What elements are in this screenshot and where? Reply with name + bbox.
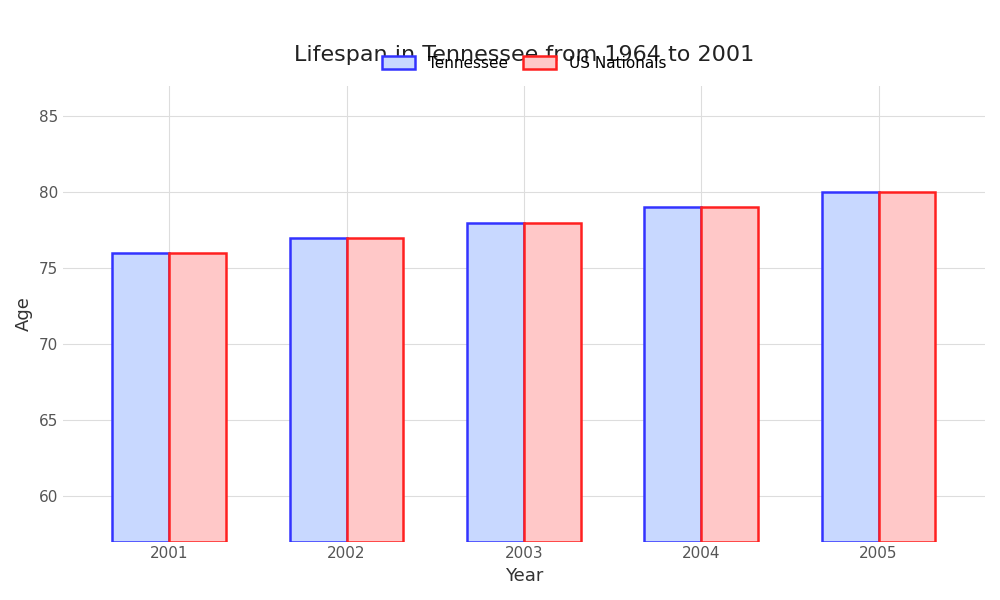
X-axis label: Year: Year: [505, 567, 543, 585]
Bar: [644, 208, 701, 542]
Bar: [701, 208, 758, 542]
Y-axis label: Age: Age: [15, 296, 33, 331]
Bar: [169, 253, 226, 542]
Bar: [347, 238, 403, 542]
Bar: [290, 238, 347, 542]
Legend: Tennessee, US Nationals: Tennessee, US Nationals: [374, 48, 674, 79]
Bar: [822, 193, 879, 542]
Title: Lifespan in Tennessee from 1964 to 2001: Lifespan in Tennessee from 1964 to 2001: [294, 45, 754, 65]
Bar: [879, 193, 935, 542]
Bar: [467, 223, 524, 542]
Bar: [524, 223, 581, 542]
Bar: [112, 253, 169, 542]
